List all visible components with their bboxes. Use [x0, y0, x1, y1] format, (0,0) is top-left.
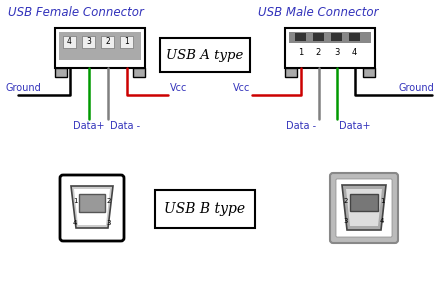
Text: 2: 2 [105, 38, 110, 46]
Text: 2: 2 [316, 48, 321, 57]
FancyBboxPatch shape [60, 175, 124, 241]
Bar [160, 38, 250, 72]
Text: Vcc: Vcc [232, 83, 250, 93]
Text: 3: 3 [107, 220, 111, 226]
Text: 4: 4 [352, 48, 357, 57]
Text: 3: 3 [334, 48, 339, 57]
Bar [331, 33, 342, 41]
Text: Ground: Ground [398, 83, 434, 93]
Text: 1: 1 [124, 38, 129, 46]
Bar [285, 28, 375, 68]
Bar [120, 36, 133, 48]
Polygon shape [346, 189, 382, 226]
Bar [82, 36, 95, 48]
Text: 2: 2 [107, 198, 111, 204]
Text: 1: 1 [298, 48, 303, 57]
Polygon shape [71, 186, 113, 228]
Text: Data -: Data - [111, 121, 141, 131]
Text: USB B type: USB B type [164, 202, 246, 216]
Bar [55, 28, 145, 68]
Bar [363, 68, 375, 77]
Bar [133, 68, 145, 77]
Bar [59, 32, 141, 60]
Text: Data+: Data+ [339, 121, 370, 131]
Bar [285, 68, 297, 77]
Text: 1: 1 [73, 198, 77, 204]
Bar [289, 32, 371, 43]
Bar [155, 190, 255, 228]
Text: 4: 4 [73, 220, 77, 226]
Text: USB Male Connector: USB Male Connector [258, 6, 378, 19]
Text: 4: 4 [380, 218, 384, 224]
Polygon shape [342, 185, 386, 230]
Bar [295, 33, 306, 41]
Text: Vcc: Vcc [170, 83, 187, 93]
Text: Data+: Data+ [73, 121, 104, 131]
Bar [313, 33, 324, 41]
Bar [350, 194, 378, 211]
Bar [101, 36, 114, 48]
Text: 4: 4 [67, 38, 72, 46]
Text: 1: 1 [380, 198, 384, 204]
Text: Ground: Ground [5, 83, 41, 93]
Polygon shape [74, 189, 110, 225]
Bar [79, 194, 105, 212]
Text: USB A type: USB A type [166, 49, 244, 61]
Bar [55, 68, 67, 77]
Text: Data -: Data - [286, 121, 316, 131]
FancyBboxPatch shape [330, 173, 398, 243]
Bar [63, 36, 76, 48]
Bar [349, 33, 360, 41]
FancyBboxPatch shape [336, 179, 392, 237]
Text: USB Female Connector: USB Female Connector [8, 6, 144, 19]
Text: 3: 3 [86, 38, 91, 46]
Text: 2: 2 [344, 198, 348, 204]
Text: 3: 3 [344, 218, 348, 224]
